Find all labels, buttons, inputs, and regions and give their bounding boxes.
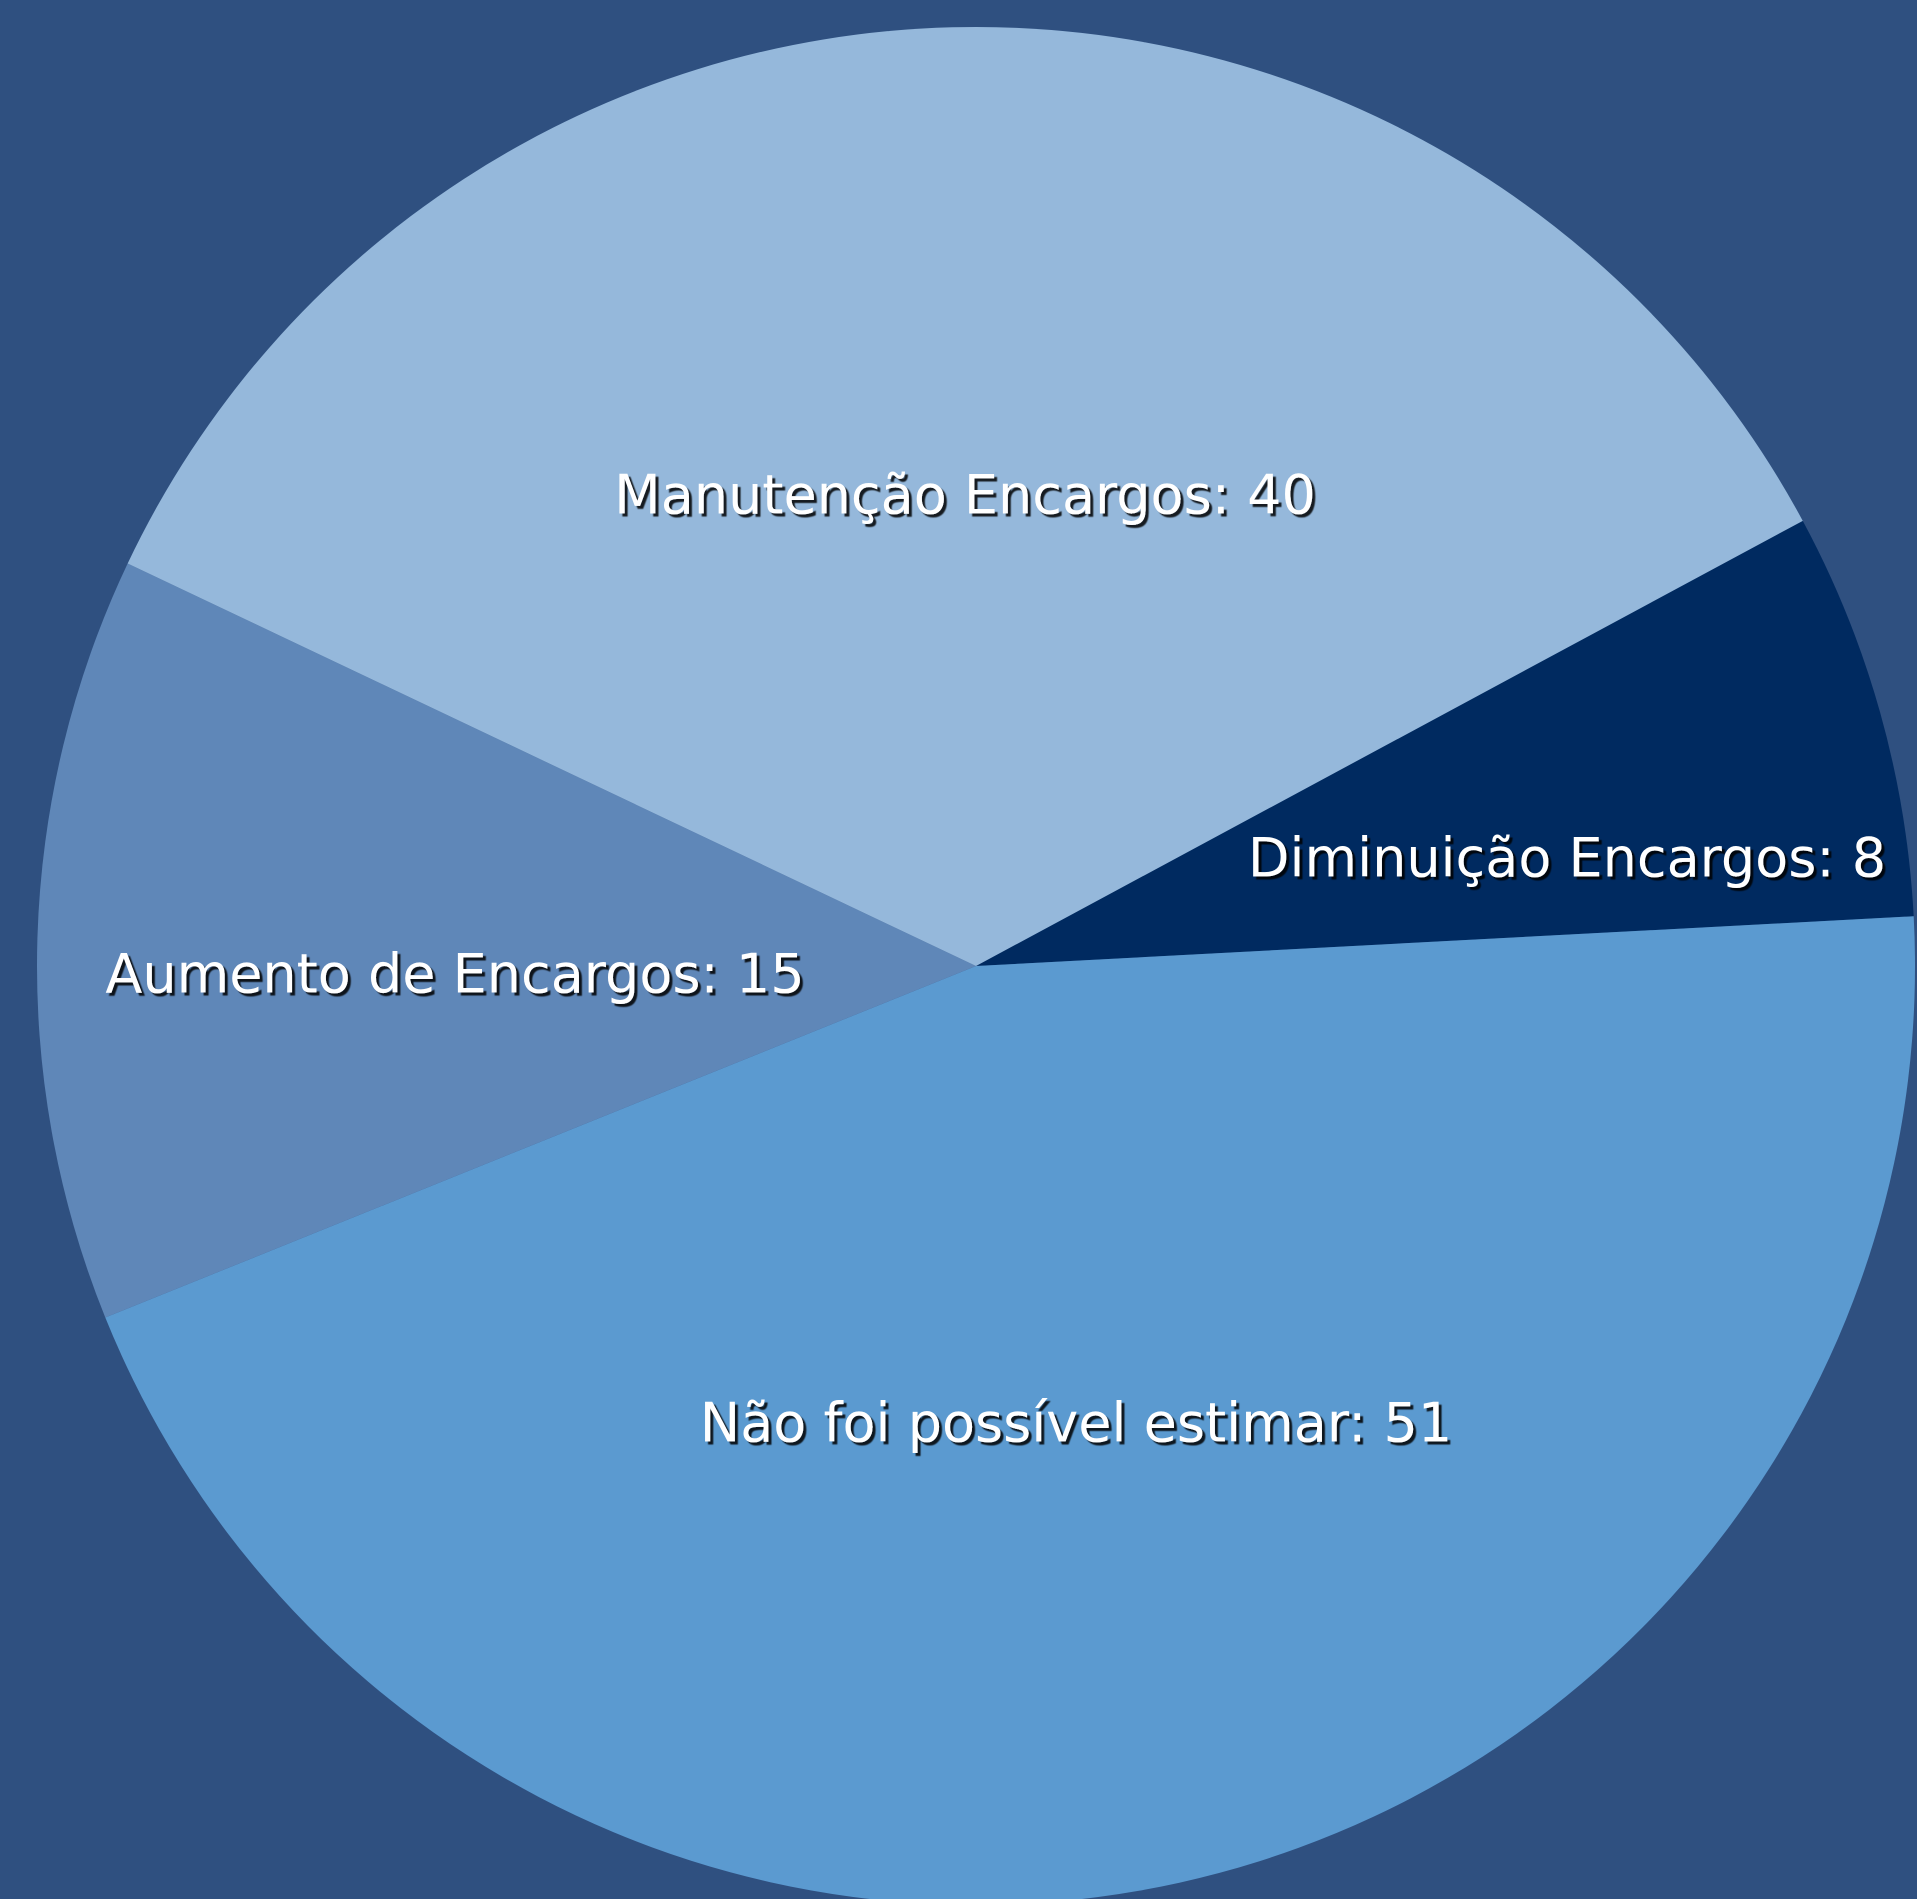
slice-label: Manutenção Encargos: 40 — [614, 464, 1316, 527]
pie-slice — [127, 27, 1803, 966]
slice-label: Diminuição Encargos: 8 — [1248, 827, 1886, 890]
slice-label: Não foi possível estimar: 51 — [700, 1392, 1452, 1455]
pie-slice — [976, 520, 1914, 966]
pie-slice — [36, 563, 977, 1318]
pie-slice — [105, 916, 1915, 1899]
slice-label: Aumento de Encargos: 15 — [105, 943, 804, 1006]
